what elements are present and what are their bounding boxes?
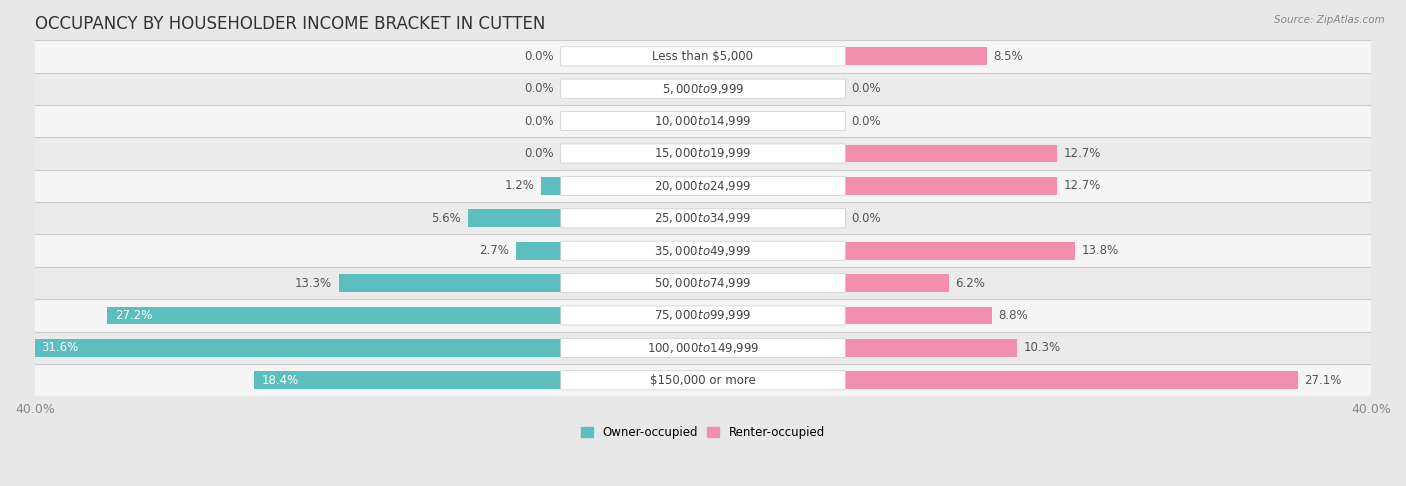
FancyBboxPatch shape — [561, 112, 845, 131]
Bar — [845, 242, 1076, 260]
Text: $100,000 to $149,999: $100,000 to $149,999 — [647, 341, 759, 355]
Text: 0.0%: 0.0% — [852, 115, 882, 128]
FancyBboxPatch shape — [561, 79, 845, 98]
Text: Source: ZipAtlas.com: Source: ZipAtlas.com — [1274, 15, 1385, 25]
Bar — [845, 177, 1057, 195]
Text: 2.7%: 2.7% — [479, 244, 509, 257]
Text: 31.6%: 31.6% — [42, 341, 79, 354]
Bar — [541, 177, 561, 195]
Bar — [35, 105, 1371, 138]
Bar — [35, 40, 1371, 72]
Text: 0.0%: 0.0% — [524, 115, 554, 128]
Bar — [845, 339, 1017, 357]
Text: 0.0%: 0.0% — [852, 82, 882, 95]
Text: 1.2%: 1.2% — [505, 179, 534, 192]
Bar — [35, 234, 1371, 267]
Bar — [34, 339, 561, 357]
Text: 0.0%: 0.0% — [524, 50, 554, 63]
Bar — [35, 72, 1371, 105]
Bar — [107, 307, 561, 324]
Text: 12.7%: 12.7% — [1064, 179, 1101, 192]
Bar — [253, 371, 561, 389]
FancyBboxPatch shape — [561, 371, 845, 390]
Bar — [35, 202, 1371, 234]
Bar — [35, 331, 1371, 364]
Text: $75,000 to $99,999: $75,000 to $99,999 — [654, 309, 752, 323]
Text: 8.5%: 8.5% — [994, 50, 1024, 63]
FancyBboxPatch shape — [561, 306, 845, 325]
Text: 13.3%: 13.3% — [295, 277, 332, 290]
Bar — [35, 267, 1371, 299]
Text: 27.1%: 27.1% — [1305, 374, 1341, 387]
FancyBboxPatch shape — [561, 47, 845, 66]
Text: Less than $5,000: Less than $5,000 — [652, 50, 754, 63]
FancyBboxPatch shape — [561, 208, 845, 228]
Text: $5,000 to $9,999: $5,000 to $9,999 — [662, 82, 744, 96]
Text: $150,000 or more: $150,000 or more — [650, 374, 756, 387]
Bar — [35, 299, 1371, 331]
Legend: Owner-occupied, Renter-occupied: Owner-occupied, Renter-occupied — [576, 421, 830, 444]
Bar — [468, 209, 561, 227]
Bar — [845, 145, 1057, 162]
Text: $15,000 to $19,999: $15,000 to $19,999 — [654, 146, 752, 160]
Text: 8.8%: 8.8% — [998, 309, 1028, 322]
Bar — [845, 371, 1298, 389]
Text: 0.0%: 0.0% — [524, 82, 554, 95]
Bar — [845, 274, 949, 292]
Text: $20,000 to $24,999: $20,000 to $24,999 — [654, 179, 752, 193]
Text: 10.3%: 10.3% — [1024, 341, 1060, 354]
Text: $10,000 to $14,999: $10,000 to $14,999 — [654, 114, 752, 128]
Bar — [35, 364, 1371, 397]
Text: 13.8%: 13.8% — [1083, 244, 1119, 257]
Text: 27.2%: 27.2% — [115, 309, 152, 322]
FancyBboxPatch shape — [561, 241, 845, 260]
Text: $50,000 to $74,999: $50,000 to $74,999 — [654, 276, 752, 290]
Text: 5.6%: 5.6% — [432, 212, 461, 225]
FancyBboxPatch shape — [561, 338, 845, 357]
Bar — [845, 307, 993, 324]
Text: 6.2%: 6.2% — [955, 277, 986, 290]
Bar — [339, 274, 561, 292]
Text: $35,000 to $49,999: $35,000 to $49,999 — [654, 243, 752, 258]
Text: 12.7%: 12.7% — [1064, 147, 1101, 160]
Text: 0.0%: 0.0% — [852, 212, 882, 225]
Bar — [845, 48, 987, 65]
Bar — [516, 242, 561, 260]
Bar — [35, 138, 1371, 170]
FancyBboxPatch shape — [561, 176, 845, 195]
Text: 18.4%: 18.4% — [262, 374, 299, 387]
Bar — [35, 170, 1371, 202]
FancyBboxPatch shape — [561, 144, 845, 163]
Text: $25,000 to $34,999: $25,000 to $34,999 — [654, 211, 752, 226]
Text: OCCUPANCY BY HOUSEHOLDER INCOME BRACKET IN CUTTEN: OCCUPANCY BY HOUSEHOLDER INCOME BRACKET … — [35, 15, 546, 33]
Text: 0.0%: 0.0% — [524, 147, 554, 160]
FancyBboxPatch shape — [561, 274, 845, 293]
